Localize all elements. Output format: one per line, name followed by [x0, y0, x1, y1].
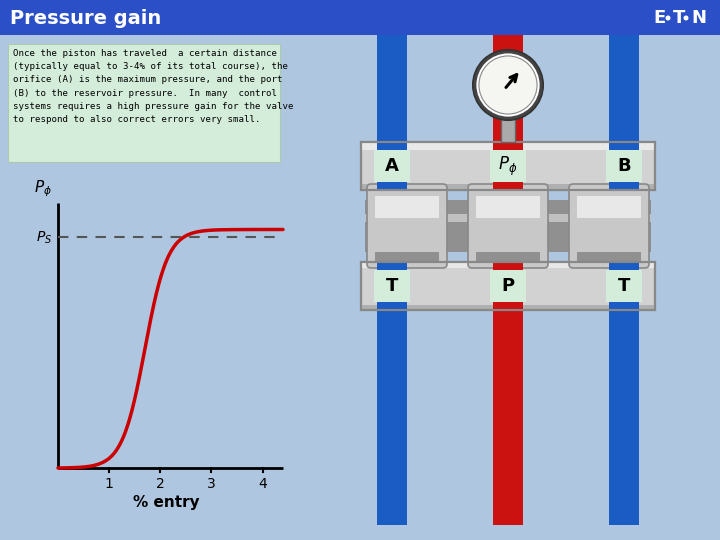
Bar [361, 184, 655, 190]
Text: E: E [653, 9, 665, 27]
Text: 4: 4 [258, 477, 267, 491]
Bar [609, 142, 639, 190]
Bar [493, 190, 523, 262]
Bar [577, 195, 641, 218]
Text: 3: 3 [207, 477, 216, 491]
Text: $P_\phi$: $P_\phi$ [498, 154, 518, 178]
Bar [493, 142, 523, 190]
Text: T: T [673, 9, 685, 27]
Text: N: N [691, 9, 706, 27]
Bar [377, 35, 407, 525]
FancyBboxPatch shape [367, 184, 447, 268]
Bar [577, 252, 641, 261]
Text: Pressure gain: Pressure gain [10, 9, 161, 28]
Text: T: T [618, 277, 630, 295]
Text: 2: 2 [156, 477, 165, 491]
Bar [609, 35, 639, 525]
Bar [493, 262, 523, 310]
Circle shape [475, 52, 541, 118]
Bar [375, 252, 439, 261]
FancyBboxPatch shape [569, 184, 649, 268]
FancyBboxPatch shape [490, 270, 526, 302]
Bar [375, 195, 439, 218]
Bar [365, 214, 651, 222]
Bar [377, 142, 407, 190]
Text: A: A [385, 157, 399, 175]
Text: B: B [617, 157, 631, 175]
Circle shape [473, 50, 543, 120]
Text: P: P [501, 277, 515, 295]
Bar [361, 142, 655, 190]
Bar [476, 195, 540, 218]
Text: $P_S$: $P_S$ [36, 230, 52, 246]
Bar [0, 0, 720, 35]
Bar [361, 142, 655, 190]
Bar [361, 142, 655, 150]
Bar [609, 190, 639, 262]
FancyBboxPatch shape [374, 270, 410, 302]
Bar [493, 35, 523, 525]
Bar [501, 118, 515, 142]
Text: $P_\phi$: $P_\phi$ [34, 179, 52, 199]
Text: T: T [386, 277, 398, 295]
Bar [365, 200, 651, 252]
Circle shape [479, 56, 537, 114]
Bar [8, 44, 280, 162]
Text: % entry: % entry [132, 495, 199, 510]
FancyBboxPatch shape [468, 184, 548, 268]
FancyBboxPatch shape [374, 150, 410, 182]
Bar [377, 190, 407, 262]
Bar [476, 252, 540, 261]
FancyBboxPatch shape [606, 150, 642, 182]
Bar [361, 262, 655, 268]
Bar [361, 262, 655, 310]
Text: 1: 1 [104, 477, 114, 491]
Text: Once the piston has traveled  a certain distance
(typically equal to 3-4% of its: Once the piston has traveled a certain d… [13, 49, 294, 124]
Bar [377, 262, 407, 310]
Circle shape [665, 16, 670, 21]
FancyBboxPatch shape [606, 270, 642, 302]
FancyBboxPatch shape [490, 150, 526, 182]
Bar [361, 262, 655, 310]
Bar [361, 305, 655, 310]
Circle shape [683, 16, 688, 21]
Bar [609, 262, 639, 310]
Bar [361, 262, 655, 310]
Bar [361, 142, 655, 190]
